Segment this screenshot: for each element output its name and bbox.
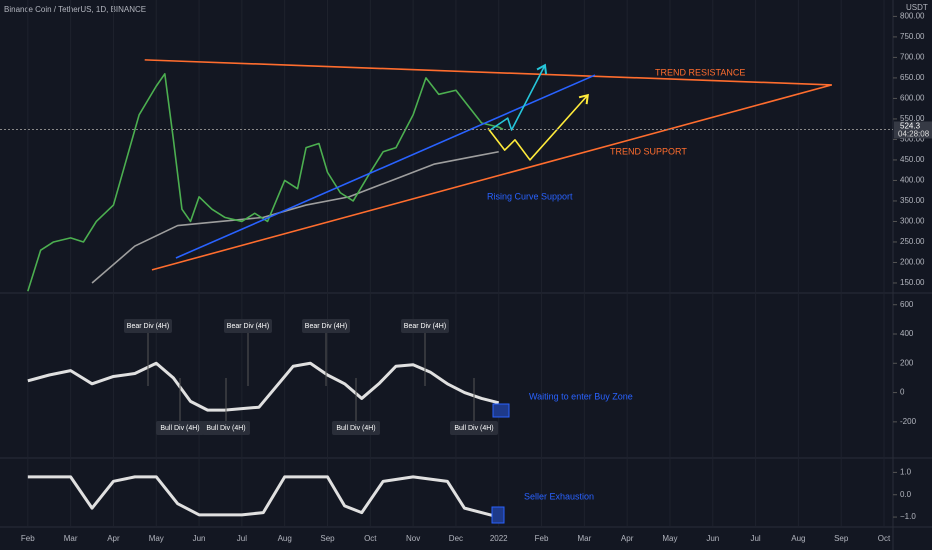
line-series bbox=[489, 64, 546, 131]
div-label-box bbox=[450, 421, 498, 435]
x-tick-label: Jul bbox=[237, 534, 247, 543]
div-label: Bull Div (4H) bbox=[336, 425, 375, 432]
line-series bbox=[175, 74, 596, 259]
annotation: TREND RESISTANCE bbox=[655, 67, 745, 77]
x-tick-label: Feb bbox=[21, 534, 35, 543]
currency: USDT bbox=[906, 3, 928, 12]
x-tick-label: Jun bbox=[706, 534, 719, 543]
annotation: TREND SUPPORT bbox=[610, 146, 687, 156]
y-tick-label: 0.0 bbox=[900, 490, 912, 499]
div-label-box bbox=[156, 421, 204, 435]
y-tick-label: 0 bbox=[900, 388, 905, 397]
y-tick-label: 150.00 bbox=[900, 278, 925, 287]
div-label: Bear Div (4H) bbox=[127, 323, 169, 330]
y-tick-label: 750.00 bbox=[900, 32, 925, 41]
div-label-box bbox=[401, 319, 449, 333]
y-tick-label: 200 bbox=[900, 358, 914, 367]
div-label-box bbox=[202, 421, 250, 435]
buy-zone-box bbox=[492, 403, 510, 418]
x-tick-label: Jun bbox=[193, 534, 206, 543]
x-tick-label: Aug bbox=[278, 534, 292, 543]
line-series bbox=[27, 73, 504, 292]
div-label: Bull Div (4H) bbox=[454, 425, 493, 432]
chart-title: Binance Coin / TetherUS, 1D, BINANCE bbox=[4, 5, 146, 14]
div-label: Bull Div (4H) bbox=[206, 425, 245, 432]
y-tick-label: 350.00 bbox=[900, 196, 925, 205]
x-tick-label: Apr bbox=[107, 534, 120, 543]
line-series bbox=[144, 59, 832, 86]
x-tick-label: Sep bbox=[320, 534, 335, 543]
y-tick-label: 1.0 bbox=[900, 468, 912, 477]
y-tick-label: 550.00 bbox=[900, 114, 925, 123]
x-tick-label: Aug bbox=[791, 534, 805, 543]
arrow-head bbox=[578, 93, 589, 105]
exhaustion-box bbox=[491, 506, 505, 524]
div-label: Bull Div (4H) bbox=[160, 425, 199, 432]
x-tick-label: May bbox=[149, 534, 164, 543]
y-tick-label: -200 bbox=[900, 417, 917, 426]
div-label: Bear Div (4H) bbox=[404, 323, 446, 330]
y-tick-label: 800.00 bbox=[900, 12, 925, 21]
countdown: 04:28:08 bbox=[898, 130, 930, 139]
y-tick-label: 450.00 bbox=[900, 155, 925, 164]
x-tick-label: Nov bbox=[406, 534, 420, 543]
x-tick-label: Oct bbox=[878, 534, 891, 543]
div-label: Bear Div (4H) bbox=[305, 323, 347, 330]
x-tick-label: Mar bbox=[577, 534, 591, 543]
x-tick-label: Dec bbox=[449, 534, 463, 543]
annotation: Waiting to enter Buy Zone bbox=[529, 391, 633, 401]
y-tick-label: 700.00 bbox=[900, 53, 925, 62]
y-tick-label: 200.00 bbox=[900, 258, 925, 267]
x-tick-label: Sep bbox=[834, 534, 849, 543]
y-tick-label: −1.0 bbox=[900, 512, 916, 521]
arrow-head bbox=[536, 63, 548, 75]
div-label: Bear Div (4H) bbox=[227, 323, 269, 330]
x-tick-label: Feb bbox=[535, 534, 549, 543]
x-tick-label: Mar bbox=[64, 534, 78, 543]
div-label-box bbox=[224, 319, 272, 333]
y-tick-label: 400 bbox=[900, 329, 914, 338]
y-tick-label: 600.00 bbox=[900, 94, 925, 103]
price-box bbox=[894, 121, 932, 139]
x-tick-label: Jul bbox=[750, 534, 760, 543]
line-series bbox=[27, 475, 500, 519]
last-price: 524.3 bbox=[900, 122, 921, 131]
x-tick-label: Oct bbox=[364, 534, 377, 543]
x-tick-label: May bbox=[662, 534, 677, 543]
y-tick-label: 600 bbox=[900, 300, 914, 309]
div-label-box bbox=[124, 319, 172, 333]
y-tick-label: 250.00 bbox=[900, 237, 925, 246]
div-label-box bbox=[302, 319, 350, 333]
annotation: Seller Exhaustion bbox=[524, 491, 594, 501]
line-series bbox=[487, 94, 589, 161]
y-tick-label: 300.00 bbox=[900, 217, 925, 226]
line-series bbox=[91, 150, 499, 284]
y-tick-label: 400.00 bbox=[900, 176, 925, 185]
x-tick-label: 2022 bbox=[490, 534, 508, 543]
y-tick-label: 650.00 bbox=[900, 73, 925, 82]
line-series bbox=[151, 84, 832, 271]
x-tick-label: Apr bbox=[621, 534, 634, 543]
div-label-box bbox=[332, 421, 380, 435]
y-tick-label: 500.00 bbox=[900, 135, 925, 144]
annotation: Rising Curve Support bbox=[487, 191, 573, 201]
